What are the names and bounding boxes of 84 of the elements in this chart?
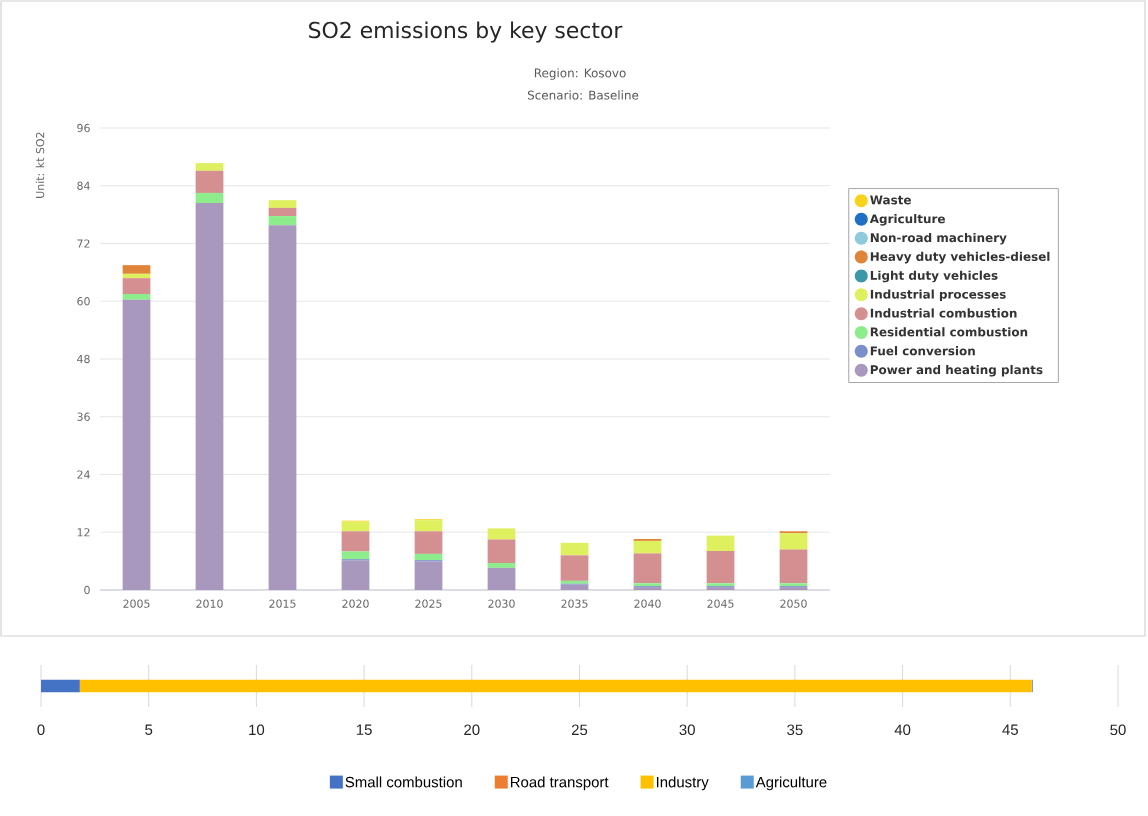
x-tick-label: 50 xyxy=(1110,724,1126,736)
y-tick-label: 60 xyxy=(77,297,90,306)
bar xyxy=(122,294,151,300)
bar xyxy=(487,528,516,540)
bar xyxy=(268,216,297,226)
bar xyxy=(560,555,589,581)
bar xyxy=(341,560,370,590)
bar xyxy=(633,540,662,554)
y-axis-title: Unit: kt SO2 xyxy=(35,132,45,198)
legend-label: Residential combustion xyxy=(870,327,1028,337)
bar xyxy=(487,539,516,564)
bar xyxy=(779,549,808,584)
x-tick-label: 30 xyxy=(679,724,695,736)
bar xyxy=(195,170,224,193)
bar xyxy=(195,203,224,590)
x-tick-label: 5 xyxy=(145,724,153,735)
y-tick-label: 48 xyxy=(77,354,90,364)
bar xyxy=(122,265,151,274)
legend-label: Agriculture xyxy=(869,214,945,226)
bar xyxy=(414,531,443,554)
legend-label: Small combustion xyxy=(345,776,462,788)
y-tick-label: 0 xyxy=(84,585,90,595)
bar xyxy=(414,520,443,532)
x-tick-label: 2040 xyxy=(634,599,661,608)
y-tick-label: 72 xyxy=(77,239,90,248)
x-tick-label: 2035 xyxy=(561,599,588,608)
x-tick-label: 20 xyxy=(464,724,480,736)
bar xyxy=(268,207,297,217)
y-tick-label: 12 xyxy=(77,528,90,537)
bar xyxy=(79,679,1032,693)
legend-label: Non-road machinery xyxy=(870,232,1007,245)
legend-label: Industry xyxy=(656,776,709,791)
bar xyxy=(122,273,151,279)
text: Scenario: Baseline xyxy=(527,90,639,100)
y-tick-label: 96 xyxy=(77,123,90,133)
y-tick-label: 84 xyxy=(77,181,90,190)
bar xyxy=(122,299,151,590)
bar xyxy=(633,553,662,584)
legend-label: Waste xyxy=(870,195,911,205)
x-tick-label: 40 xyxy=(894,724,911,736)
x-tick-label: 2030 xyxy=(488,599,515,608)
x-tick-label: 35 xyxy=(787,724,803,736)
x-tick-label: 15 xyxy=(356,724,372,735)
bar xyxy=(414,553,443,561)
legend-label: Industrial processes xyxy=(870,289,1006,302)
x-tick-label: 2020 xyxy=(342,599,369,608)
y-tick-label: 36 xyxy=(77,412,90,421)
bar xyxy=(195,192,224,204)
legend-label: Light duty vehicles xyxy=(870,270,998,283)
bar xyxy=(560,542,589,556)
y-tick-label: 24 xyxy=(77,470,90,479)
legend-label: Power and heating plants xyxy=(870,364,1043,377)
x-tick-label: 45 xyxy=(1002,724,1018,735)
bar xyxy=(195,163,224,171)
bar xyxy=(341,521,370,532)
x-tick-label: 2045 xyxy=(707,599,734,608)
legend-label: Road transport xyxy=(510,776,609,791)
bar xyxy=(560,584,589,590)
x-tick-label: 2025 xyxy=(415,599,442,608)
bar xyxy=(341,551,370,560)
chart-subtitle: Region: Kosovo xyxy=(534,68,626,80)
legend-label: Fuel conversion xyxy=(870,346,975,356)
bar xyxy=(41,679,80,693)
x-tick-label: 2015 xyxy=(269,599,296,608)
legend-label: Heavy duty vehicles-diesel xyxy=(870,251,1050,264)
x-tick-label: 2010 xyxy=(196,599,223,608)
x-tick-label: 0 xyxy=(37,724,45,736)
bar xyxy=(487,567,516,590)
x-tick-label: 2050 xyxy=(780,599,807,608)
x-tick-label: 2005 xyxy=(123,599,150,608)
bar xyxy=(341,531,370,552)
legend-label: Agriculture xyxy=(755,776,827,791)
x-tick-label: 10 xyxy=(249,724,265,736)
bar xyxy=(779,533,808,550)
chart-title: SO2 emissions by key sector xyxy=(309,21,623,43)
x-tick-label: 25 xyxy=(571,724,588,736)
bar xyxy=(706,535,735,551)
legend-label: Industrial combustion xyxy=(870,308,1017,318)
bar xyxy=(414,561,443,590)
bar xyxy=(487,563,516,568)
bar xyxy=(268,200,297,208)
bar xyxy=(268,225,297,590)
bar xyxy=(122,278,151,295)
bar xyxy=(706,551,735,584)
